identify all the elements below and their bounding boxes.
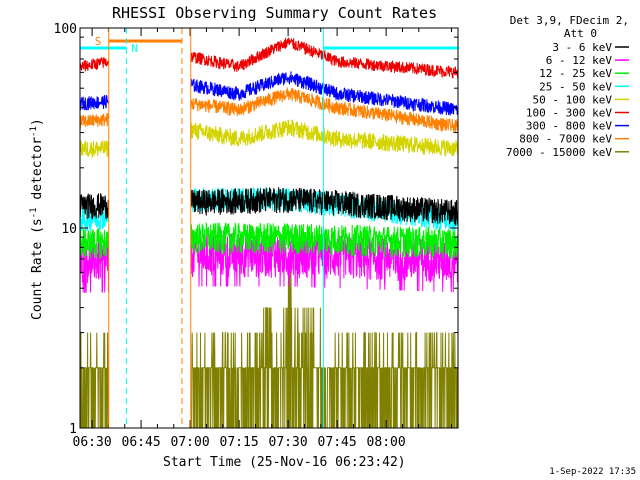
series-segment: [79, 332, 109, 429]
series-segment: [79, 140, 109, 159]
series-segment: [190, 87, 459, 134]
y-tick-label: 100: [54, 22, 77, 37]
series-segment: [79, 227, 109, 260]
y-axis-label-end: ): [30, 118, 45, 126]
generated-timestamp: 1-Sep-2022 17:35: [549, 467, 636, 477]
y-axis-label-sup2: -1: [29, 126, 39, 137]
legend-label: 300 - 800 keV: [526, 120, 612, 133]
series-3-6-kev: [79, 187, 459, 226]
chart-title: RHESSI Observing Summary Count Rates: [112, 4, 437, 22]
y-axis-label-sup1: -1: [29, 207, 39, 218]
x-axis-label: Start Time (25-Nov-16 06:23:42): [163, 455, 406, 470]
series-segment: [79, 94, 109, 111]
legend-label: 25 - 50 keV: [539, 80, 612, 93]
legend-label: 6 - 12 keV: [546, 54, 613, 67]
series-segment: [190, 221, 459, 260]
series-segment: [190, 71, 459, 116]
plot-area: [79, 37, 459, 429]
x-tick-label: 08:00: [367, 435, 406, 450]
series-segment: [190, 272, 458, 429]
annotation-n: N: [131, 42, 138, 55]
x-tick-label: 07:00: [171, 435, 210, 450]
legend-label: 3 - 6 keV: [552, 41, 612, 54]
series-7000-15000-kev: [79, 272, 458, 429]
y-tick-label: 1: [69, 422, 77, 437]
x-tick-label: 07:30: [269, 435, 308, 450]
series-segment: [79, 113, 109, 129]
legend-header-line-1: Det 3,9, FDecim 2,: [510, 14, 629, 27]
legend-label: 100 - 300 keV: [526, 107, 612, 120]
series-segment: [190, 37, 459, 79]
series-50-100-kev: [79, 119, 459, 159]
axes: 06:30 06:45 07:00 07:15 07:30 07:45 08:00 1 10 10…: [54, 22, 458, 450]
x-tick-label: 06:30: [73, 435, 112, 450]
plot-frame: [79, 27, 459, 429]
series-segment: [190, 119, 459, 157]
x-tick-label: 07:45: [318, 435, 357, 450]
legend-label: 12 - 25 keV: [539, 67, 612, 80]
series-100-300-kev: [79, 37, 459, 79]
x-tick-label: 07:15: [220, 435, 259, 450]
series-800-7000-kev: [79, 87, 459, 134]
series-segment: [190, 187, 459, 226]
series-300-800-kev: [79, 71, 459, 116]
y-axis-label-mid: detector: [30, 137, 45, 208]
x-tick-label: 06:45: [122, 435, 161, 450]
series-segment: [79, 193, 109, 220]
annotation-s: S: [95, 35, 102, 48]
legend-label: 800 - 7000 keV: [519, 133, 612, 146]
series-segment: [79, 57, 109, 72]
y-tick-label: 10: [61, 222, 77, 237]
legend-header-line-2: Att 0: [564, 27, 597, 40]
legend-label: 7000 - 15000 keV: [506, 146, 612, 159]
y-axis-label-main: Count Rate (s: [30, 218, 45, 320]
legend-label: 50 - 100 keV: [533, 93, 613, 106]
series-12-25-kev: [79, 221, 459, 260]
y-axis-label: Count Rate (s-1 detector-1): [29, 118, 45, 320]
